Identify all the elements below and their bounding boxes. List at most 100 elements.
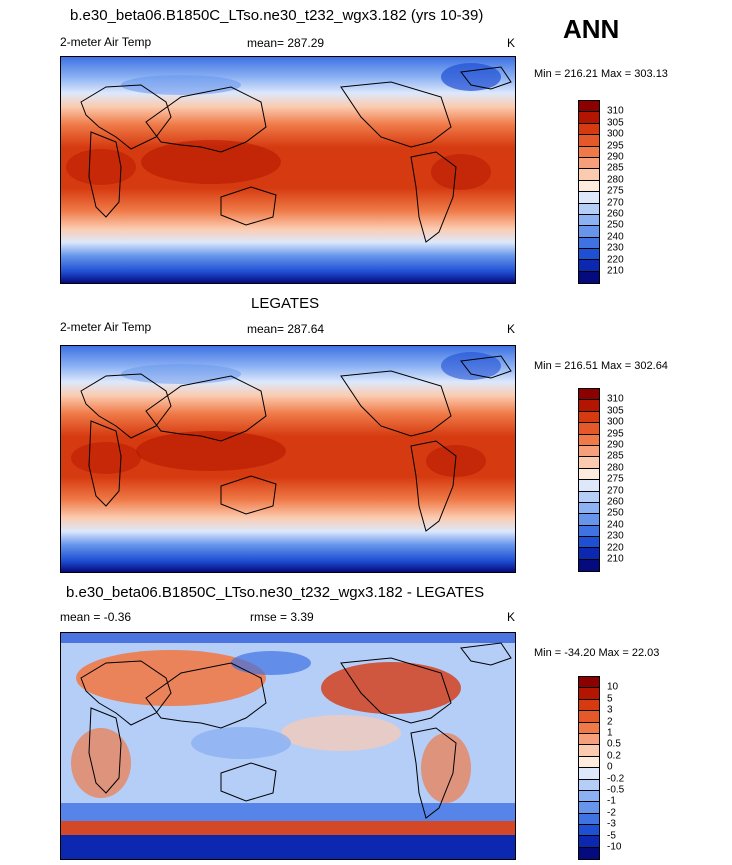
colorbar-swatch <box>579 802 599 814</box>
colorbar-swatch <box>579 847 599 860</box>
colorbar-label: 0.2 <box>607 750 621 762</box>
panel-1-map <box>60 56 516 284</box>
panel-3-minmax: Min = -34.20 Max = 22.03 <box>534 647 660 659</box>
colorbar-swatch <box>579 112 599 124</box>
colorbar-swatch <box>579 203 599 215</box>
panel-3-colorbar: 10 5 3 2 1 0.5 0.2 0 -0.2 -0.5 -1 -2 -3 -5 -10 <box>578 676 624 861</box>
colorbar-swatch <box>579 825 599 837</box>
colorbar-label: 0.5 <box>607 738 621 750</box>
colorbar-swatch <box>579 514 599 526</box>
colorbar-swatch <box>579 411 599 424</box>
colorbar-swatch <box>579 525 599 538</box>
colorbar-swatch <box>579 745 599 757</box>
panel-2-map-field <box>61 346 515 572</box>
panel-3-rmse-label: rmse = 3.39 <box>250 610 314 624</box>
colorbar-label: -1 <box>607 795 616 807</box>
colorbar-label: -5 <box>607 830 616 842</box>
panel-2-colorbar-boxes <box>578 388 600 573</box>
panel-3-map <box>60 632 516 860</box>
colorbar-label: 295 <box>607 140 624 152</box>
colorbar-swatch <box>579 537 599 549</box>
colorbar-label: 220 <box>607 254 624 266</box>
colorbar-swatch <box>579 192 599 204</box>
colorbar-swatch <box>579 169 599 181</box>
colorbar-swatch <box>579 445 599 458</box>
colorbar-swatch <box>579 423 599 435</box>
colorbar-label: -0.2 <box>607 773 625 785</box>
colorbar-label: 250 <box>607 507 624 519</box>
colorbar-label: -3 <box>607 818 616 830</box>
colorbar-swatch <box>579 790 599 803</box>
colorbar-label: 250 <box>607 219 624 231</box>
colorbar-label: 3 <box>607 704 613 716</box>
colorbar-swatch <box>579 400 599 412</box>
colorbar-label: 240 <box>607 519 624 531</box>
panel-1-variable-label: 2-meter Air Temp <box>60 35 152 49</box>
colorbar-swatch <box>579 502 599 515</box>
colorbar-label: 300 <box>607 128 624 140</box>
colorbar-swatch <box>579 135 599 147</box>
colorbar-label: 305 <box>607 117 624 129</box>
colorbar-label: 280 <box>607 462 624 474</box>
panel-3-title: b.e30_beta06.B1850C_LTso.ne30_t232_wgx3.… <box>66 584 485 601</box>
colorbar-swatch <box>579 468 599 481</box>
panel-1-colorbar-boxes <box>578 100 600 285</box>
season-label: ANN <box>563 14 620 44</box>
colorbar-swatch <box>579 123 599 136</box>
colorbar-label: 305 <box>607 405 624 417</box>
panel-1-colorbar: 310 305 300 295 290 285 280 275 270 260 250 240 230 2… <box>578 100 624 285</box>
colorbar-swatch <box>579 434 599 446</box>
panel-2-title: LEGATES <box>251 295 320 312</box>
colorbar-swatch <box>579 249 599 261</box>
colorbar-swatch <box>579 389 599 401</box>
colorbar-swatch <box>579 260 599 272</box>
colorbar-swatch <box>579 779 599 791</box>
colorbar-label: 280 <box>607 174 624 186</box>
colorbar-label: -10 <box>607 841 622 853</box>
colorbar-swatch <box>579 836 599 848</box>
colorbar-label: 270 <box>607 197 624 209</box>
panel-2-colorbar: 310 305 300 295 290 285 280 275 270 260 250 240 230 2… <box>578 388 624 573</box>
panel-3-units: K <box>507 610 516 624</box>
colorbar-swatch <box>579 457 599 469</box>
panel-1-map-field <box>61 57 515 283</box>
colorbar-swatch <box>579 101 599 113</box>
colorbar-swatch <box>579 491 599 503</box>
colorbar-label: 290 <box>607 151 624 163</box>
colorbar-label: 295 <box>607 428 624 440</box>
colorbar-label: 275 <box>607 185 624 197</box>
colorbar-label: 230 <box>607 530 624 542</box>
colorbar-swatch <box>579 157 599 170</box>
panel-2-map <box>60 345 516 573</box>
colorbar-label: 260 <box>607 208 624 220</box>
colorbar-label: 290 <box>607 439 624 451</box>
colorbar-swatch <box>579 677 599 689</box>
colorbar-swatch <box>579 226 599 238</box>
colorbar-label: 210 <box>607 265 624 277</box>
panel-2-variable-label: 2-meter Air Temp <box>60 320 152 334</box>
colorbar-swatch <box>579 237 599 250</box>
colorbar-swatch <box>579 214 599 227</box>
colorbar-label: 260 <box>607 496 624 508</box>
colorbar-swatch <box>579 146 599 158</box>
panel-2-units: K <box>507 322 516 336</box>
colorbar-label: 0 <box>607 761 613 773</box>
colorbar-swatch <box>579 722 599 734</box>
colorbar-swatch <box>579 559 599 572</box>
colorbar-label: 10 <box>607 681 619 693</box>
colorbar-label: 310 <box>607 393 624 405</box>
colorbar-swatch <box>579 548 599 560</box>
colorbar-swatch <box>579 768 599 780</box>
colorbar-label: 5 <box>607 693 613 705</box>
panel-3-colorbar-boxes <box>578 676 600 861</box>
colorbar-label: 285 <box>607 450 624 462</box>
colorbar-label: -0.5 <box>607 784 625 796</box>
panel-1-mean-label: mean= 287.29 <box>247 36 325 50</box>
colorbar-label: 240 <box>607 231 624 243</box>
colorbar-label: 210 <box>607 553 624 565</box>
colorbar-label: 270 <box>607 485 624 497</box>
panel-3-mean-label: mean = -0.36 <box>60 610 132 624</box>
colorbar-swatch <box>579 688 599 700</box>
colorbar-swatch <box>579 733 599 746</box>
colorbar-swatch <box>579 271 599 284</box>
